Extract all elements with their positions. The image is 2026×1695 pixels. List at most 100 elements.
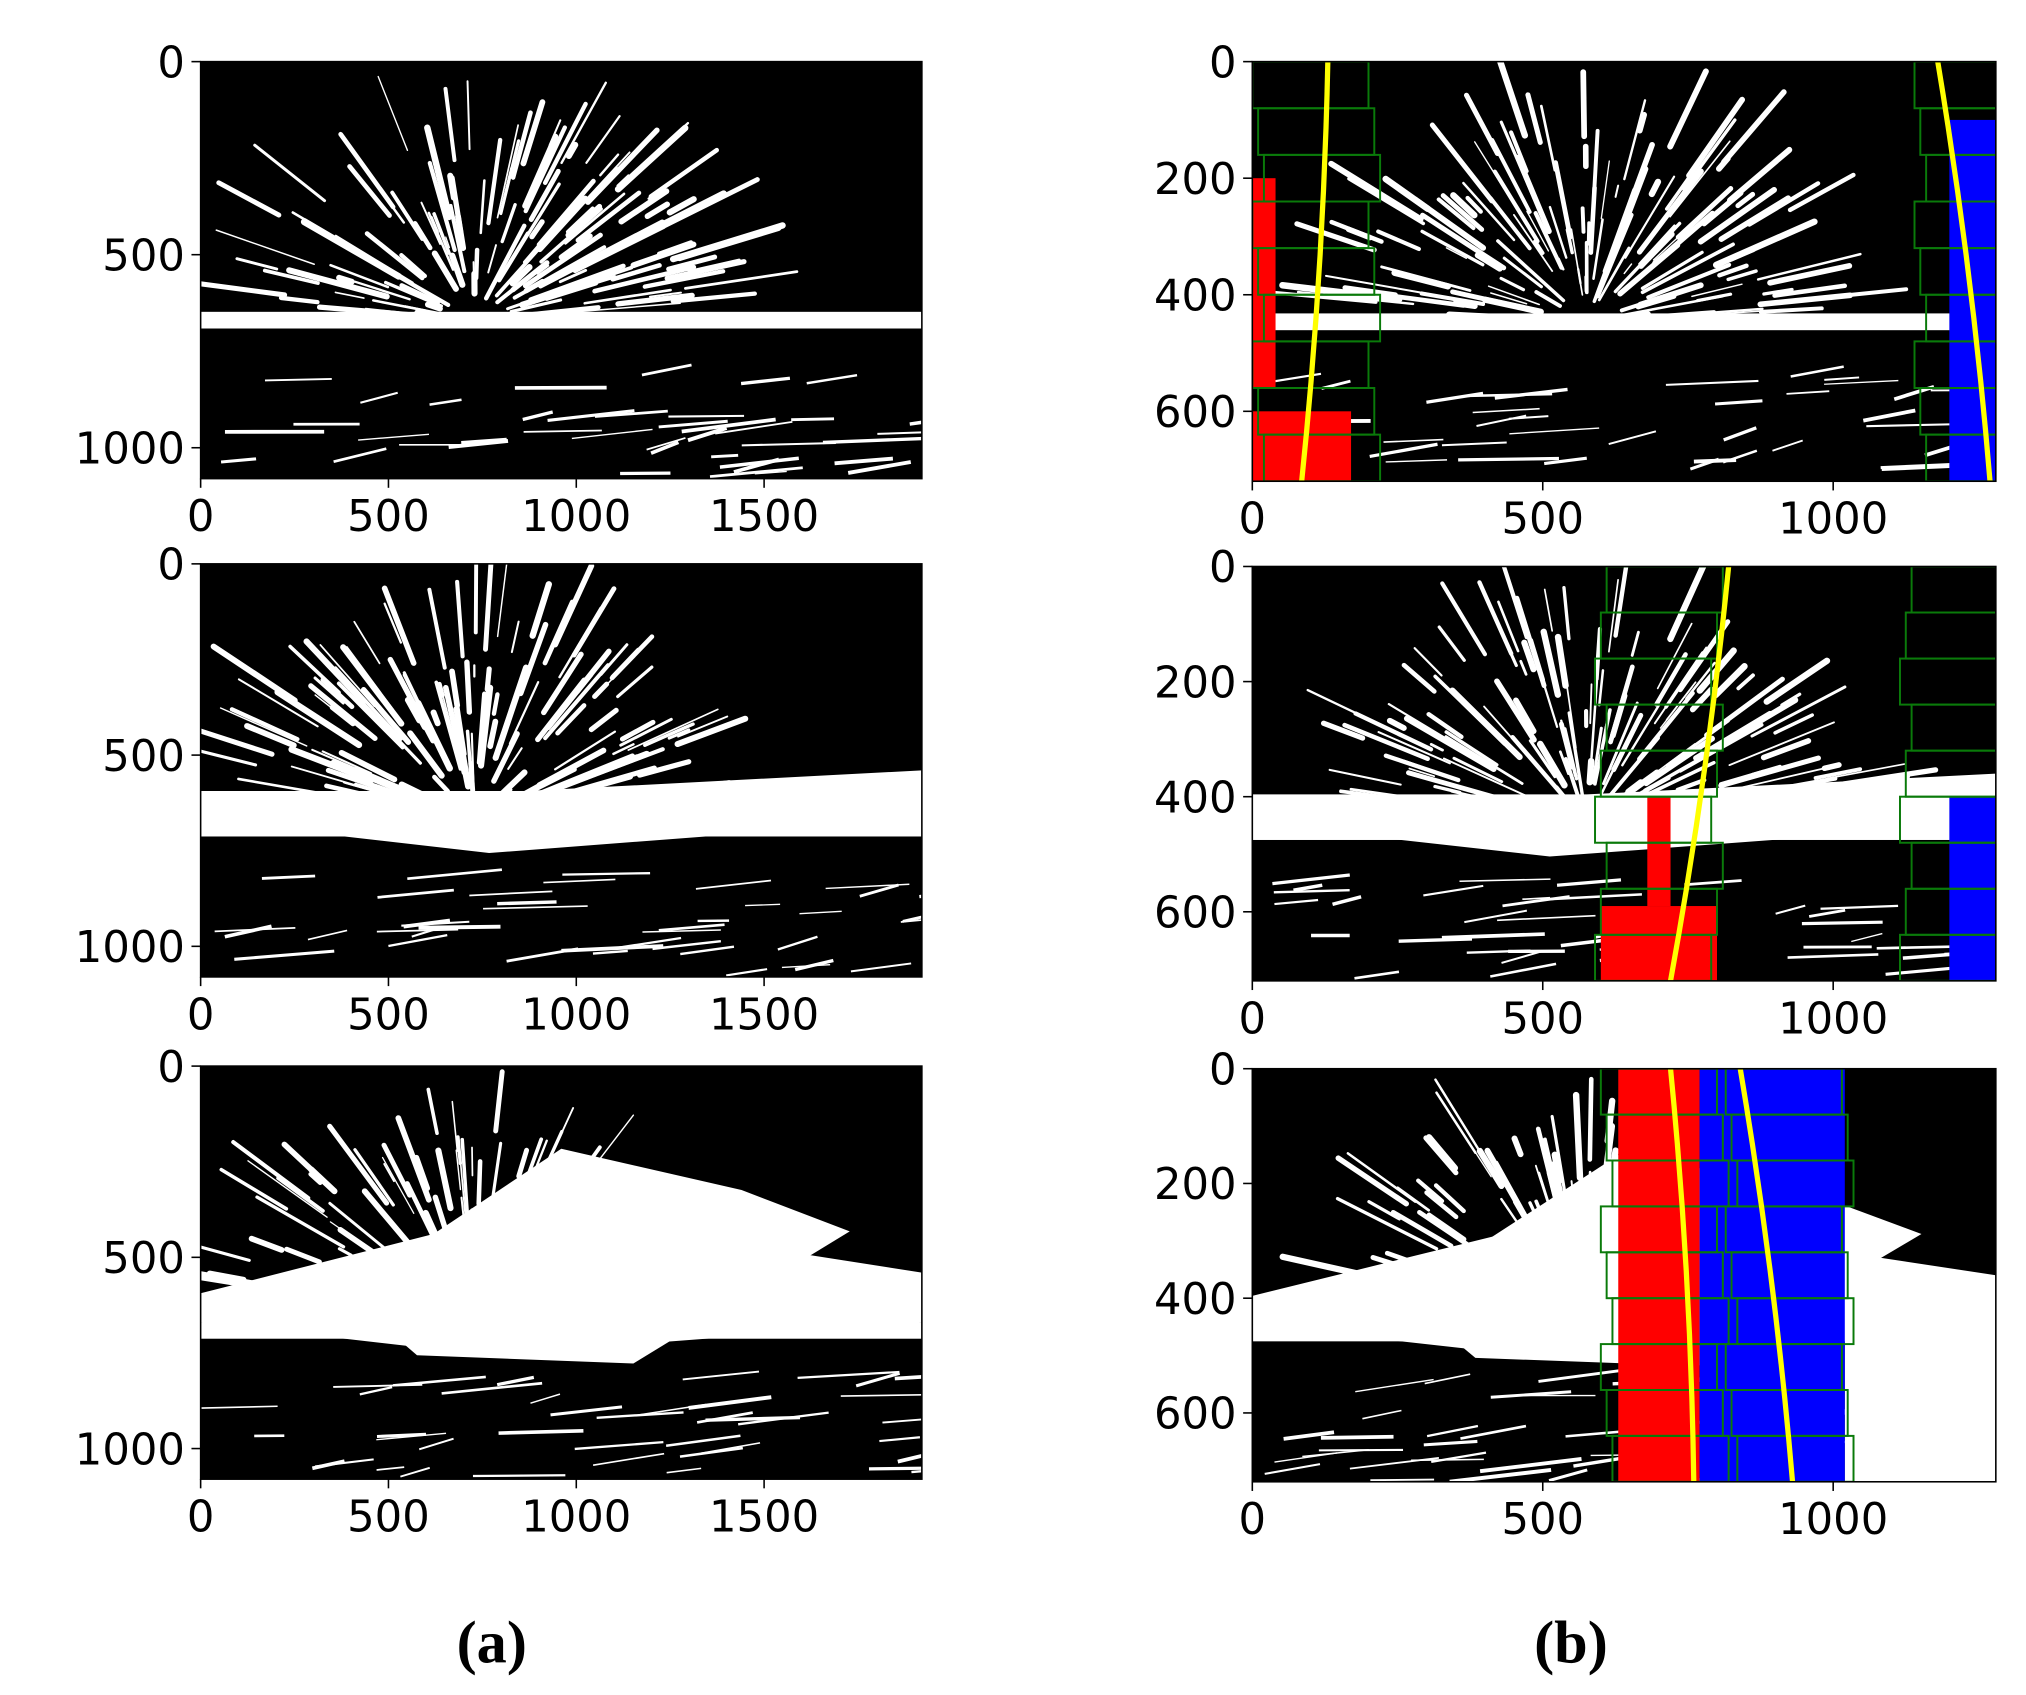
streak (1252, 1301, 1343, 1312)
streak (1546, 1170, 1574, 1264)
streak (489, 1141, 503, 1210)
streak (539, 777, 556, 788)
streak (1274, 1452, 1338, 1463)
streak (1494, 678, 1537, 743)
streak (1427, 1254, 1450, 1267)
streak (328, 1201, 413, 1272)
streak (1339, 789, 1434, 805)
streak (612, 780, 733, 803)
x-tick-label: 1000 (521, 492, 631, 542)
streak (443, 1269, 454, 1286)
streak (220, 457, 257, 464)
streak (1614, 184, 1620, 198)
streak (511, 312, 536, 318)
streak (1490, 1390, 1572, 1399)
streak (1474, 252, 1503, 272)
streak (1534, 290, 1562, 308)
axes-frame (1251, 565, 1997, 982)
streak (840, 1393, 922, 1397)
streak (496, 1258, 592, 1312)
streak (491, 692, 500, 716)
streak (456, 1263, 466, 1281)
streak (1497, 914, 1596, 922)
streak (1786, 390, 1830, 395)
streak (522, 410, 554, 422)
streak (369, 1262, 445, 1307)
streak (1876, 945, 1957, 950)
streak (448, 439, 509, 449)
lane-fit (1299, 61, 1331, 482)
streak (1717, 263, 1749, 278)
streak (646, 437, 686, 451)
streak (1252, 808, 1356, 816)
streak (1686, 96, 1746, 179)
streak (300, 808, 381, 818)
streak (469, 890, 553, 897)
streak (558, 268, 588, 284)
streak (1403, 759, 1426, 769)
streak (1488, 196, 1532, 251)
streak (1548, 1468, 1588, 1482)
streak (666, 196, 697, 216)
streak (399, 253, 427, 279)
streak (1718, 195, 1791, 242)
streak (1684, 879, 1742, 887)
y-tick-label: 200 (1154, 155, 1237, 205)
streak (470, 732, 475, 786)
streak (543, 663, 610, 741)
image-content (200, 563, 922, 977)
streak (797, 1370, 900, 1379)
streak (1440, 193, 1485, 232)
streak (642, 269, 726, 289)
streak (777, 935, 818, 951)
streak (1762, 287, 1794, 296)
streak (324, 783, 405, 806)
streak (1787, 953, 1879, 959)
streak (1664, 174, 1692, 211)
streak (1851, 932, 1883, 943)
streak (715, 420, 793, 435)
streak (412, 221, 433, 251)
streak (1441, 441, 1507, 447)
streak (588, 707, 619, 733)
streak (556, 1194, 592, 1234)
streak (1592, 218, 1604, 280)
streak (487, 1207, 527, 1292)
caption: (b) (1534, 1610, 1608, 1677)
x-tick-label: 0 (187, 1493, 215, 1543)
streak (740, 376, 791, 386)
streak (1386, 717, 1407, 731)
streak (1693, 458, 1737, 464)
streak (1466, 949, 1531, 954)
streak (1715, 807, 1743, 814)
streak (286, 267, 390, 300)
streak (244, 723, 297, 749)
streak (353, 766, 428, 802)
streak (709, 466, 803, 479)
streak (1450, 192, 1478, 219)
streak (255, 1195, 346, 1249)
search-window (1262, 433, 1382, 482)
streak (566, 805, 653, 817)
streak (430, 709, 441, 727)
streak (1332, 895, 1362, 907)
streak (1580, 69, 1588, 140)
streak (680, 803, 718, 812)
streak (1334, 1279, 1429, 1298)
streak (392, 1375, 486, 1387)
streak (1736, 817, 1808, 822)
streak (1294, 221, 1377, 253)
streak (641, 363, 692, 377)
streak (219, 1167, 289, 1211)
streak (1736, 673, 1755, 691)
streak (574, 1441, 664, 1451)
x-tick-label: 1500 (709, 990, 819, 1040)
streak (200, 281, 288, 298)
streak (1597, 246, 1631, 302)
streak (1273, 888, 1350, 894)
streak (435, 1147, 454, 1212)
y-tick-label: 600 (1154, 388, 1237, 438)
streak (1621, 703, 1661, 767)
streak (1567, 711, 1586, 804)
streak (511, 1288, 603, 1315)
